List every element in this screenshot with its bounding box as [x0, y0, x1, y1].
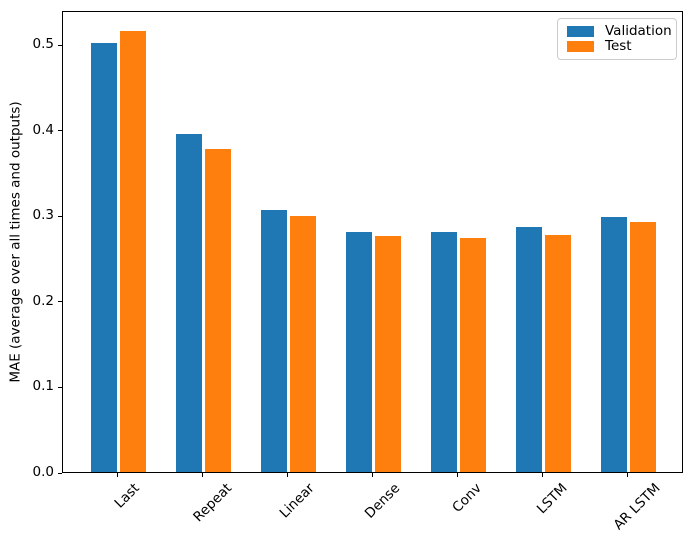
bar-test-lstm [545, 235, 571, 472]
plot-area [62, 11, 683, 473]
y-tick-mark-0.2 [58, 301, 62, 303]
x-tick-label-ar-lstm: AR LSTM [610, 480, 664, 534]
y-tick-label-0.5: 0.5 [32, 36, 54, 53]
y-tick-label-0.4: 0.4 [32, 121, 54, 138]
x-tick-mark-conv [457, 473, 459, 477]
x-tick-label-lstm: LSTM [534, 480, 571, 518]
legend-item-validation: Validation [567, 24, 672, 39]
bar-test-linear [290, 216, 316, 472]
bar-test-last [120, 30, 146, 472]
y-tick-label-0.0: 0.0 [32, 463, 54, 480]
bar-test-repeat [205, 149, 231, 472]
x-tick-mark-linear [286, 473, 288, 477]
y-axis-label: MAE (average over all times and outputs) [7, 101, 24, 383]
legend: Validation Test [557, 18, 677, 60]
x-tick-mark-dense [372, 473, 373, 477]
bar-validation-last [91, 43, 117, 472]
bar-test-dense [375, 235, 401, 472]
y-tick-label-0.2: 0.2 [32, 292, 54, 309]
bar-validation-conv [431, 232, 457, 472]
bar-test-ar-lstm [630, 222, 656, 472]
x-tick-mark-ar-lstm [627, 473, 629, 477]
y-tick-mark-0.0 [58, 472, 62, 474]
bar-validation-repeat [176, 134, 202, 472]
legend-item-test: Test [567, 39, 667, 54]
bar-validation-dense [346, 232, 372, 472]
y-tick-label-0.3: 0.3 [32, 207, 54, 224]
legend-swatch-validation-icon [567, 26, 594, 37]
x-tick-label-dense: Dense [361, 480, 404, 522]
y-tick-mark-0.1 [58, 386, 62, 388]
x-tick-mark-last [116, 473, 118, 477]
x-tick-label-linear: Linear [276, 480, 318, 522]
legend-swatch-test-icon [567, 41, 594, 52]
bar-validation-linear [261, 210, 287, 472]
x-tick-label-repeat: Repeat [190, 480, 235, 526]
legend-label-test: Test [605, 37, 632, 54]
bar-test-conv [460, 237, 486, 472]
legend-label-validation: Validation [605, 22, 672, 39]
y-tick-label-0.1: 0.1 [32, 378, 54, 395]
x-tick-label-last: Last [111, 480, 143, 512]
y-tick-mark-0.5 [58, 44, 62, 46]
y-tick-mark-0.3 [58, 215, 62, 217]
x-tick-mark-lstm [542, 473, 544, 477]
bar-validation-lstm [516, 227, 542, 472]
y-tick-mark-0.4 [58, 130, 62, 132]
bar-validation-ar-lstm [601, 217, 627, 472]
x-tick-mark-repeat [201, 473, 203, 477]
x-tick-label-conv: Conv [449, 480, 486, 516]
